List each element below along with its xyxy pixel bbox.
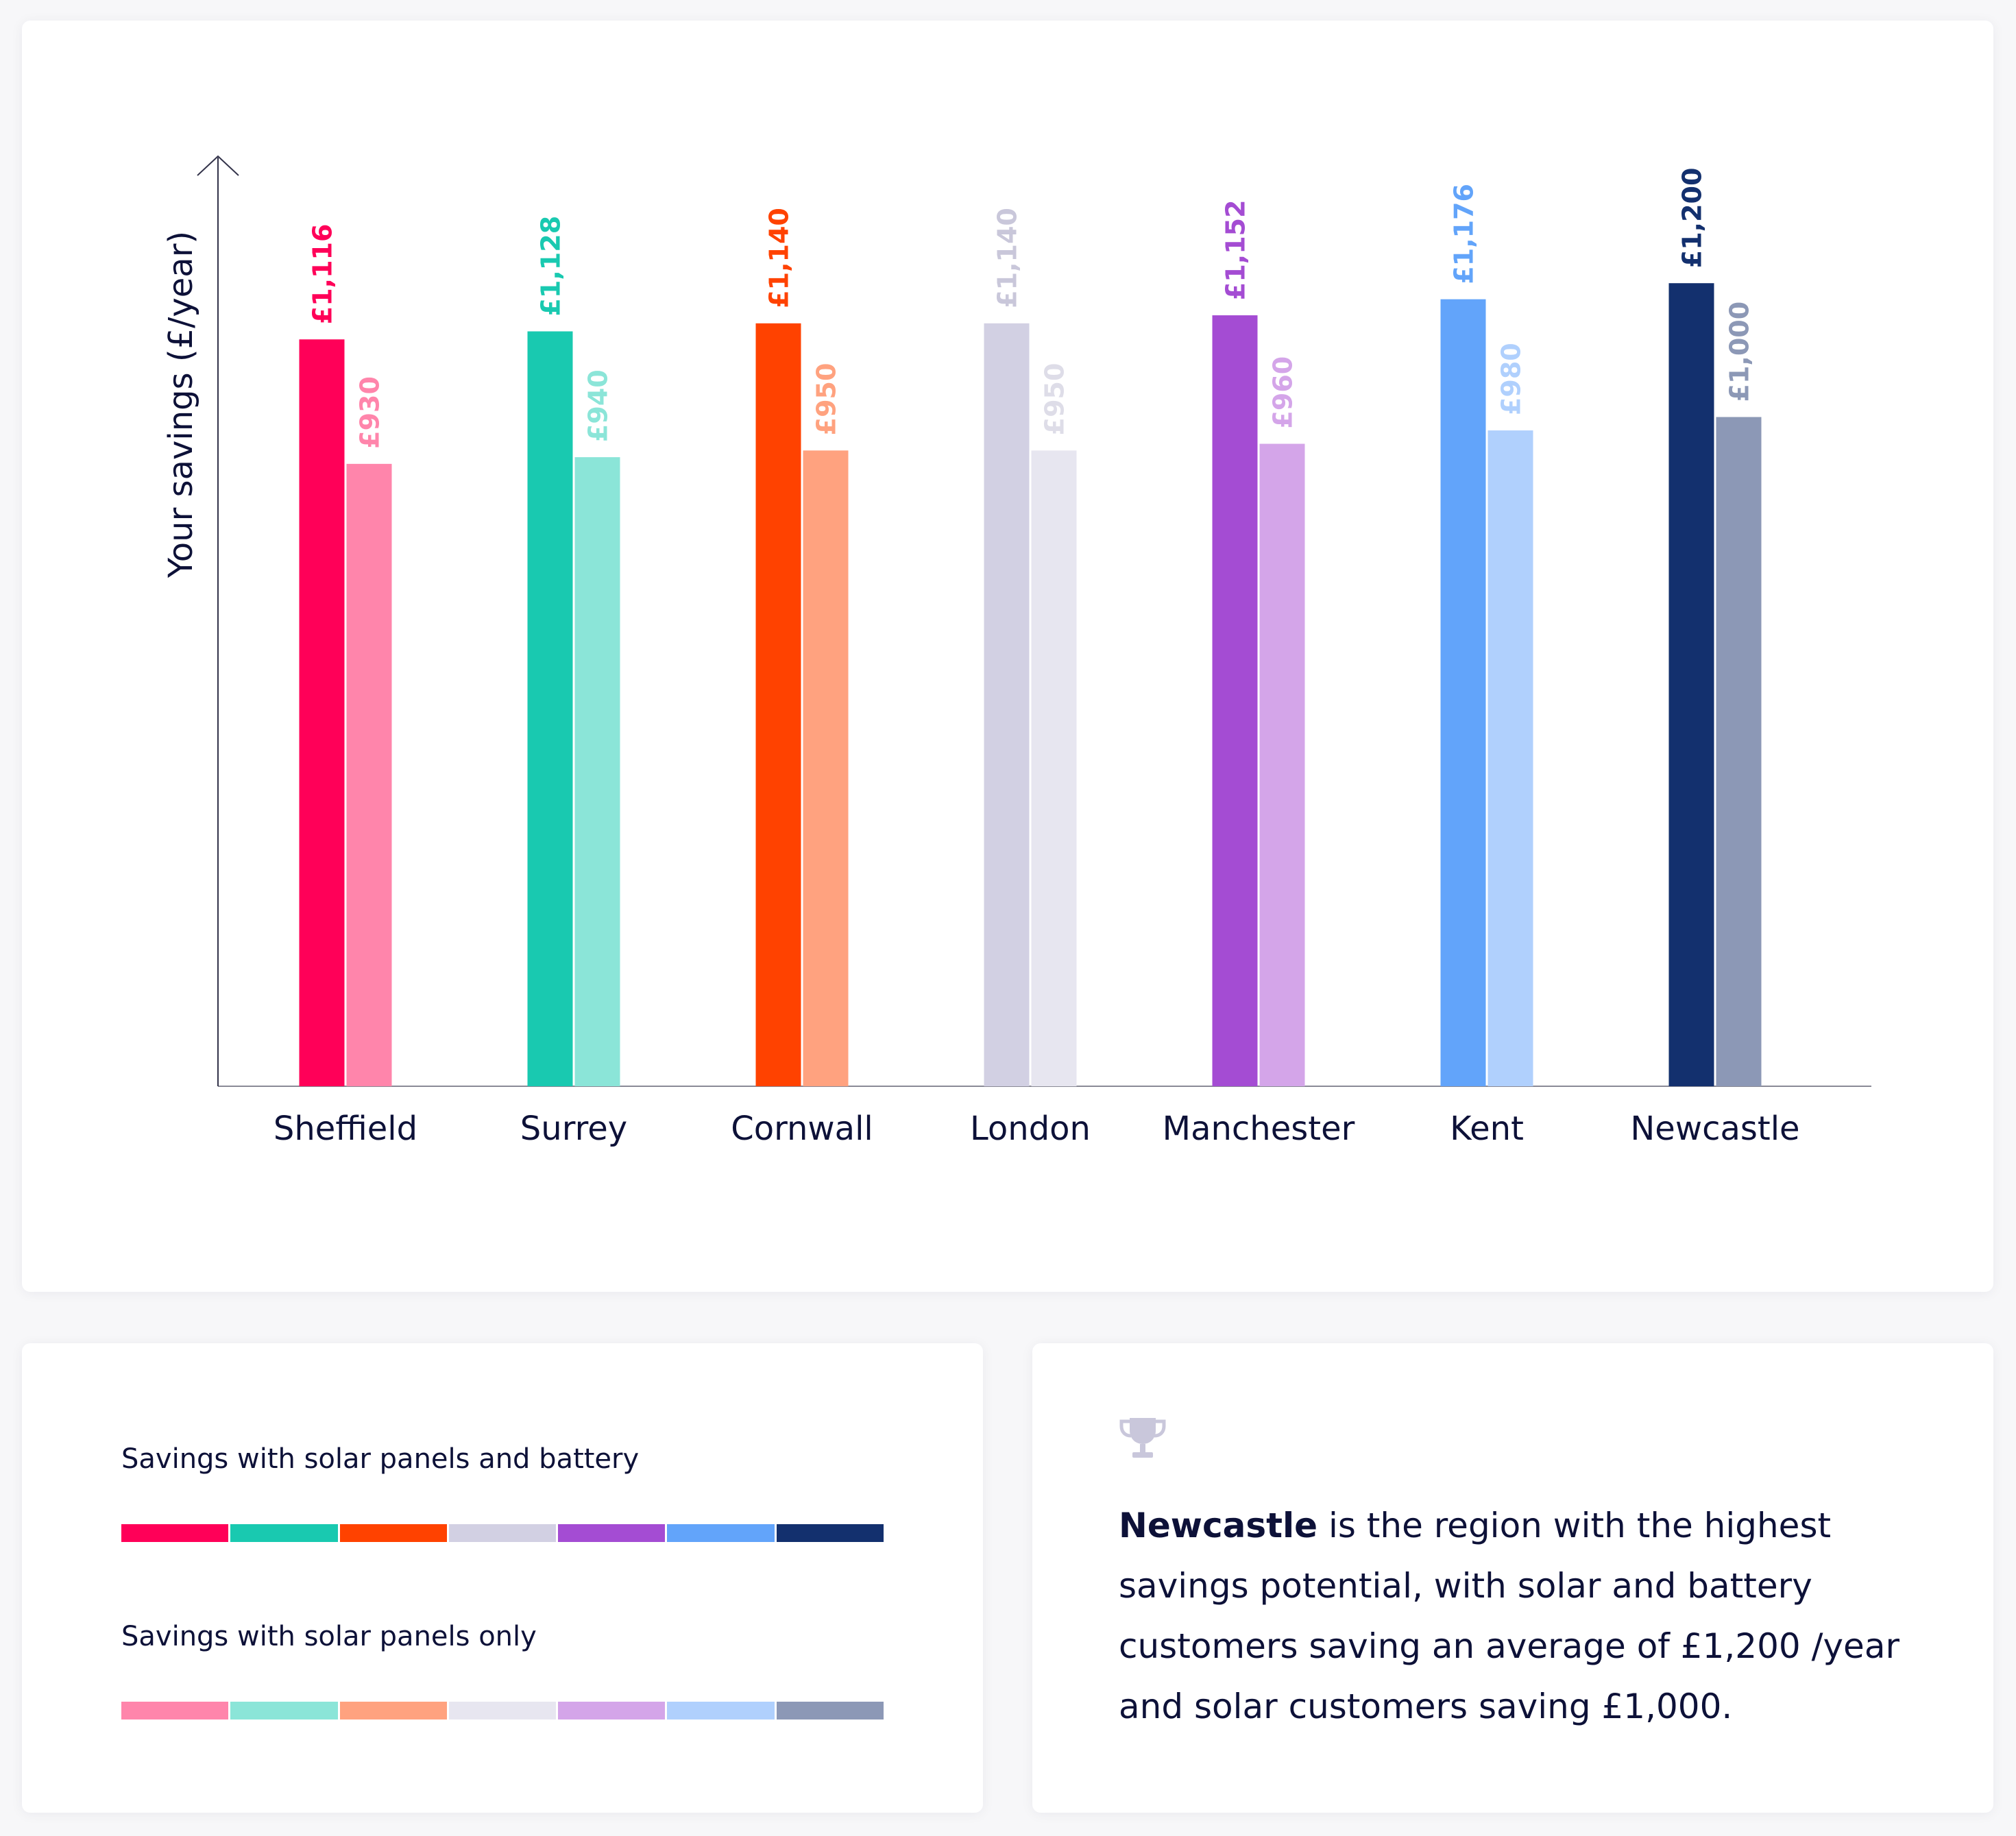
bar-kent-panels [1487,430,1533,1086]
bar-value-label-kent-battery: £1,176 [1449,184,1479,284]
bar-value-label-surrey-battery: £1,128 [536,216,566,317]
legend-battery-title: Savings with solar panels and battery [121,1443,640,1475]
trophy-icon [1119,1418,1166,1458]
category-labels-layer: Sheffield Surrey Cornwall London Manchester K… [274,1110,1800,1148]
bar-value-label-london-panels: £950 [1040,363,1070,436]
callout-body: is the region with the highest savings p… [1119,1506,1900,1726]
legend-swatch-battery-manchester [558,1524,666,1542]
bar-value-label-sheffield-battery: £1,116 [308,224,338,325]
bar-kent-battery [1440,299,1486,1086]
bar-london-battery [984,323,1030,1086]
legend-swatch-battery-cornwall [339,1524,447,1542]
legend-swatch-battery-newcastle [776,1524,884,1542]
category-label-surrey: Surrey [520,1110,627,1148]
legend-swatch-battery-sheffield [121,1524,229,1542]
callout-card: Newcastle is the region with the highest… [1032,1343,1993,1813]
category-label-cornwall: Cornwall [731,1110,873,1148]
legend-swatch-panels-kent [667,1702,775,1719]
bar-value-label-manchester-panels: £960 [1268,356,1298,429]
legend-swatch-panels-manchester [558,1702,666,1719]
bar-value-label-manchester-battery: £1,152 [1221,199,1251,300]
y-axis-label: Your savings (£/year) [162,231,200,578]
bar-manchester-panels [1259,443,1305,1086]
callout-region: Newcastle [1119,1506,1318,1545]
chart-card: Your savings (£/year) £1,116 £930 £1,128 £9… [22,21,1993,1292]
legend-swatch-battery-kent [667,1524,775,1542]
bar-surrey-battery [527,331,573,1086]
bar-london-panels [1031,450,1077,1086]
bar-surrey-panels [574,457,620,1086]
category-label-manchester: Manchester [1163,1110,1355,1148]
bar-newcastle-panels [1716,417,1762,1086]
bar-value-label-newcastle-battery: £1,200 [1677,168,1708,269]
bar-value-label-cornwall-battery: £1,140 [764,208,794,308]
category-label-london: London [970,1110,1091,1148]
legend-swatch-panels-surrey [230,1702,338,1719]
legend-swatch-battery-surrey [230,1524,338,1542]
bar-chart: Your savings (£/year) £1,116 £930 £1,128 £9… [162,155,1871,1148]
category-label-kent: Kent [1450,1110,1524,1148]
legend-panels-title: Savings with solar panels only [121,1621,537,1652]
bar-cornwall-panels [803,450,849,1086]
category-label-newcastle: Newcastle [1630,1110,1799,1148]
bar-value-label-kent-panels: £980 [1496,343,1527,415]
legend-battery-swatches [121,1524,884,1542]
y-axis-arrow [197,155,239,176]
bar-value-label-surrey-panels: £940 [583,369,614,442]
bar-value-label-newcastle-panels: £1,000 [1725,302,1755,402]
bar-newcastle-battery [1668,283,1714,1087]
bar-sheffield-battery [299,339,345,1086]
legend-swatch-panels-newcastle [776,1702,884,1719]
bar-value-label-cornwall-panels: £950 [812,363,842,436]
bars-layer [299,283,1762,1087]
legend-swatch-panels-cornwall [339,1702,447,1719]
legend-swatch-panels-sheffield [121,1702,229,1719]
callout-text: Newcastle is the region with the highest… [1119,1495,1941,1737]
legend-swatch-battery-london [448,1524,557,1542]
legend-card: Savings with solar panels and battery Sa… [22,1343,983,1813]
legend-swatch-panels-london [448,1702,557,1719]
bar-cornwall-battery [755,323,801,1086]
legend-panels-swatches [121,1702,884,1719]
bar-value-label-london-battery: £1,140 [993,208,1023,308]
bar-labels-layer: £1,116 £930 £1,128 £940 £1,140 £950 £1,140 £950… [308,168,1755,449]
category-label-sheffield: Sheffield [274,1110,417,1148]
bar-value-label-sheffield-panels: £930 [355,376,385,449]
bar-manchester-battery [1212,315,1258,1086]
bar-sheffield-panels [346,463,392,1086]
